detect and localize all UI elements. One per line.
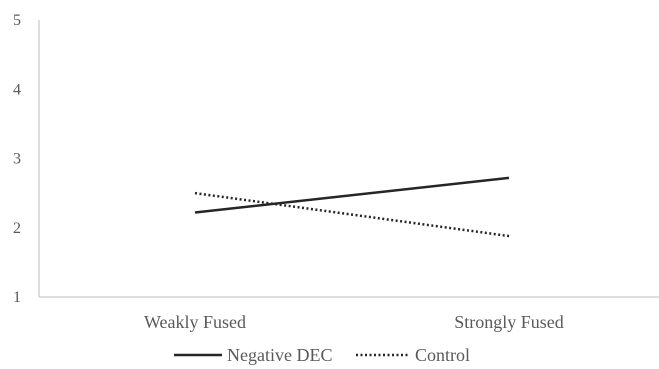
x-axis-labels: Weakly Fused Strongly Fused bbox=[144, 312, 564, 332]
legend-label-control: Control bbox=[415, 345, 470, 365]
y-tick-label: 5 bbox=[13, 12, 21, 29]
series-line-control bbox=[194, 191, 510, 238]
y-tick-label: 3 bbox=[13, 151, 21, 168]
x-category-label: Strongly Fused bbox=[454, 312, 564, 332]
legend: Negative DEC Control bbox=[174, 345, 470, 365]
series-line-negative-dec bbox=[194, 176, 510, 214]
y-tick-label: 1 bbox=[13, 289, 21, 306]
y-axis-ticks: 1 2 3 4 5 bbox=[13, 12, 21, 306]
x-category-label: Weakly Fused bbox=[144, 312, 246, 332]
series-lines bbox=[194, 176, 510, 238]
y-tick-label: 2 bbox=[13, 220, 21, 237]
y-tick-label: 4 bbox=[13, 81, 21, 98]
legend-label-negative-dec: Negative DEC bbox=[227, 345, 332, 365]
